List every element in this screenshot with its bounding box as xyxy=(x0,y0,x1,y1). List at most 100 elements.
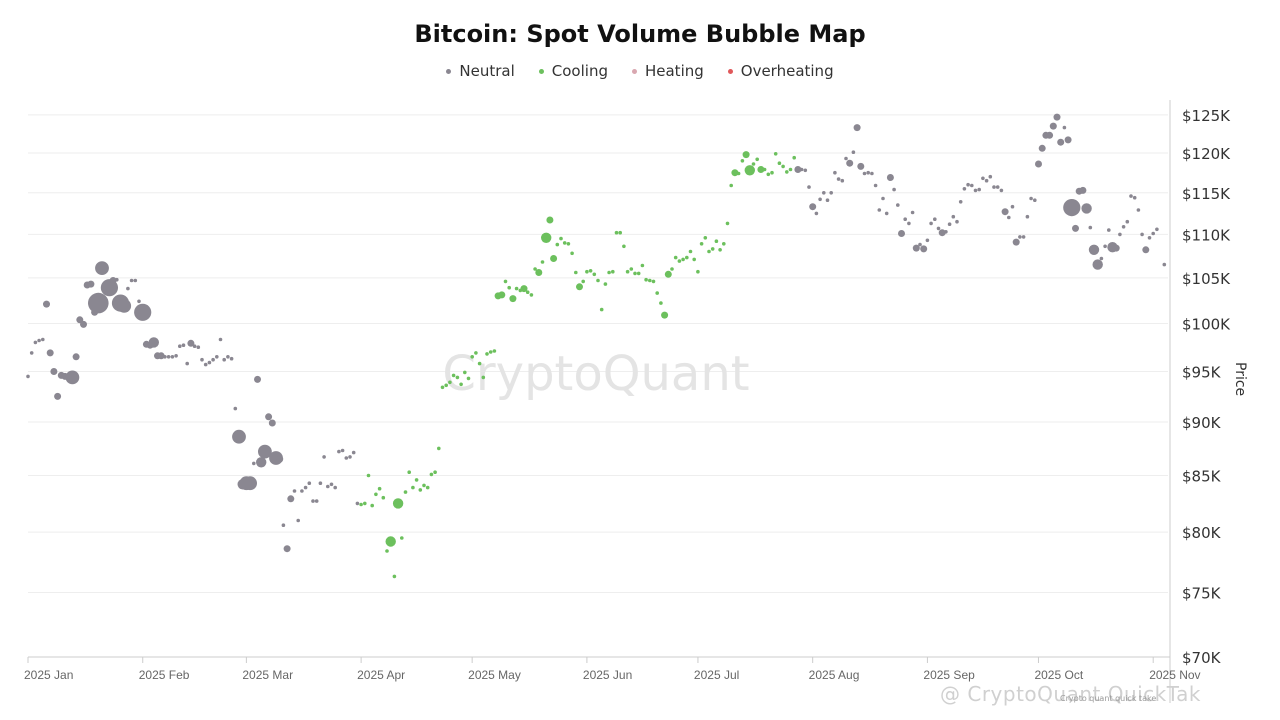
bubble-neutral xyxy=(174,354,178,358)
bubble-cooling xyxy=(599,307,604,312)
bubble-cooling xyxy=(485,352,489,356)
bubble-neutral xyxy=(818,197,822,202)
bubble-cooling xyxy=(714,239,719,243)
bubble-neutral xyxy=(1112,244,1120,252)
y-tick-label: $120K xyxy=(1182,145,1231,163)
x-tick-label: 2025 Nov xyxy=(1149,668,1200,682)
bubble-neutral xyxy=(846,159,854,167)
bubble-cooling xyxy=(407,470,412,475)
bubble-neutral xyxy=(258,444,272,459)
y-tick-label: $75K xyxy=(1182,584,1222,602)
bubble-neutral xyxy=(910,210,915,215)
bubble-neutral xyxy=(54,392,62,400)
x-tick-label: 2025 Jul xyxy=(694,668,739,682)
bubble-cooling xyxy=(648,278,652,283)
bubble-cooling xyxy=(659,301,663,305)
bubble-cooling xyxy=(770,170,774,175)
bubble-cooling xyxy=(509,295,517,303)
bubble-neutral xyxy=(50,368,58,375)
bubble-neutral xyxy=(955,219,959,224)
bubble-cooling xyxy=(581,279,585,284)
bubble-neutral xyxy=(222,357,226,362)
bubble-neutral xyxy=(925,238,930,243)
bubble-neutral xyxy=(907,221,911,226)
bubble-neutral xyxy=(163,355,167,359)
bubble-neutral xyxy=(833,170,837,175)
bubble-neutral xyxy=(95,261,109,275)
bubble-neutral xyxy=(892,187,896,192)
x-tick-label: 2025 Jan xyxy=(24,668,73,682)
bubble-neutral xyxy=(844,156,848,161)
bubble-neutral xyxy=(970,183,974,188)
bubble-neutral xyxy=(918,242,922,247)
bubble-cooling xyxy=(481,375,486,380)
x-tick-label: 2025 Feb xyxy=(139,668,190,682)
bubble-cooling xyxy=(773,152,778,156)
bubble-neutral xyxy=(178,344,182,349)
x-tick-label: 2025 Sep xyxy=(923,668,975,682)
bubble-neutral xyxy=(1092,259,1103,270)
bubble-neutral xyxy=(1057,138,1065,146)
bubble-neutral xyxy=(1107,228,1111,232)
bubble-cooling xyxy=(729,183,733,188)
bubble-cooling xyxy=(466,376,471,381)
bubble-neutral xyxy=(1012,238,1020,246)
bubble-neutral xyxy=(265,413,273,421)
bubble-neutral xyxy=(322,455,326,459)
y-tick-label: $85K xyxy=(1182,467,1222,485)
bubble-neutral xyxy=(1025,214,1030,219)
watermark-center: CryptoQuant xyxy=(442,346,749,402)
bubble-neutral xyxy=(929,221,933,226)
legend-item-neutral[interactable]: Neutral xyxy=(446,62,515,80)
bubble-cooling xyxy=(622,244,626,249)
bubble-neutral xyxy=(340,448,345,453)
bubble-cooling xyxy=(788,167,793,172)
bubble-cooling xyxy=(570,251,574,256)
bubble-neutral xyxy=(1035,160,1042,168)
bubble-cooling xyxy=(414,478,419,482)
bubble-neutral xyxy=(877,208,882,212)
bubble-neutral xyxy=(851,150,856,154)
bubble-neutral xyxy=(896,203,900,207)
bubble-neutral xyxy=(1010,204,1015,209)
bubble-cooling xyxy=(792,155,796,160)
bubble-cooling xyxy=(555,242,560,247)
bubble-neutral xyxy=(1088,225,1093,230)
bubble-neutral xyxy=(268,419,276,427)
bubble-cooling xyxy=(681,257,685,262)
legend-item-cooling[interactable]: Cooling xyxy=(538,62,608,80)
bubble-neutral xyxy=(287,495,295,503)
bubble-neutral xyxy=(829,191,833,195)
bubble-neutral xyxy=(243,476,257,491)
bubble-neutral xyxy=(977,187,981,192)
y-axis-title: Price xyxy=(1232,362,1248,396)
bubble-neutral xyxy=(133,278,138,283)
bubble-neutral xyxy=(1151,231,1155,236)
bubble-neutral xyxy=(300,489,304,493)
x-tick-label: 2025 Oct xyxy=(1034,668,1083,682)
bubble-neutral xyxy=(1162,262,1167,267)
legend-item-overheating[interactable]: Overheating xyxy=(727,62,834,80)
bubble-neutral xyxy=(329,482,334,487)
bubble-neutral xyxy=(807,185,811,189)
bubble-neutral xyxy=(951,214,956,219)
bubble-cooling xyxy=(411,485,415,490)
legend-item-heating[interactable]: Heating xyxy=(631,62,704,80)
bubble-cooling xyxy=(703,236,708,240)
x-tick-label: 2025 Apr xyxy=(357,668,405,682)
bubble-cooling xyxy=(731,169,739,177)
bubble-neutral xyxy=(1099,256,1104,261)
y-tick-label: $125K xyxy=(1182,107,1231,125)
bubble-neutral xyxy=(920,245,928,253)
bubble-cooling xyxy=(607,270,611,275)
bubble-neutral xyxy=(29,351,34,355)
bubble-neutral xyxy=(933,217,937,221)
bubble-neutral xyxy=(41,337,45,342)
bubble-neutral xyxy=(1064,136,1072,144)
bubble-neutral xyxy=(992,185,996,189)
bubble-cooling xyxy=(459,382,463,387)
bubble-neutral xyxy=(292,489,297,493)
bubble-cooling xyxy=(596,278,600,283)
bubble-cooling xyxy=(535,269,543,276)
